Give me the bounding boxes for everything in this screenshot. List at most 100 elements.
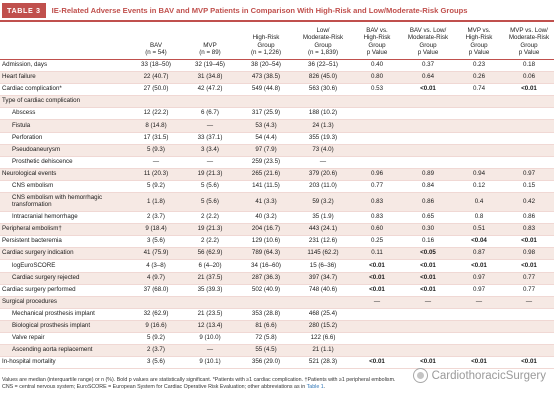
column-header-line: Group [419,41,437,49]
p-value-cell: 0.37 [402,59,454,73]
table-row: Neurological events 11 (20.3) 19 (21.3) 265… [0,168,554,181]
p-value-cell: 0.15 [504,180,554,194]
value-cell: 356 (29.0) [238,356,294,370]
p-value-cell: <0.01 [402,272,454,285]
p-value-cell: 0.84 [402,180,454,194]
value-cell: 748 (40.6) [294,284,352,297]
footnote-line-1: Values are median (interquartile range) … [2,377,396,383]
value-cell: 5 (5.6) [182,192,238,213]
adverse-events-table: BAV (n = 54) MVP (n = 89) High-Risk Group (n =… [0,23,554,370]
column-header-line: (n = 54) [145,49,167,57]
p-value-cell [352,332,402,346]
p-value-cell: 0.83 [352,192,402,213]
p-value-cell [454,156,504,169]
column-header: BAV (n = 54) [130,23,182,60]
p-value-cell: 0.18 [504,59,554,73]
p-value-cell: — [402,296,454,309]
value-cell: 41 (3.3) [238,192,294,213]
p-value-cell: 0.40 [352,59,402,73]
row-label: Cardiac surgery rejected [0,272,130,285]
value-cell: 4 (3–8) [130,259,182,273]
p-value-cell: 0.64 [402,71,454,85]
value-cell: 203 (11.0) [294,180,352,194]
value-cell [130,296,182,309]
row-label: Persistent bacteremia [0,235,130,249]
p-value-cell [504,107,554,121]
value-cell: 265 (21.6) [238,168,294,181]
table-1-link[interactable]: Table 1 [306,384,324,391]
column-header-line: MVP vs. [467,26,491,34]
value-cell [294,95,352,109]
p-value-cell: <0.04 [454,235,504,249]
table-row: Cardiac complication* 27 (50.0) 42 (47.2) 5… [0,83,554,97]
value-cell: 97 (7.9) [238,144,294,157]
value-cell: 259 (23.5) [238,156,294,169]
value-cell: 5 (5.6) [182,180,238,194]
column-header-line: Low/ [316,26,330,34]
row-label: CNS embolism [0,180,130,194]
value-cell: 81 (6.6) [238,320,294,333]
row-label: Neurological events [0,168,130,181]
row-label: Mechanical prosthesis implant [0,308,130,321]
value-cell: 317 (25.9) [238,107,294,121]
table-row: Mechanical prosthesis implant 32 (62.9) 21… [0,308,554,321]
value-cell: 35 (1.9) [294,211,352,225]
value-cell: 3 (5.6) [130,356,182,370]
table-title-bar: TABLE 3 IE-Related Adverse Events in BAV… [0,0,554,22]
p-value-cell: 0.53 [352,83,402,97]
footnote-line-2: CNS = central nervous system; EuroSCORE … [2,384,552,391]
table-row: Type of cardiac complication [0,95,554,109]
value-cell: 443 (24.1) [294,223,352,237]
p-value-cell [504,332,554,346]
p-value-cell: <0.01 [402,284,454,297]
p-value-cell [402,119,454,133]
p-value-cell: — [454,296,504,309]
column-header-line: Group [368,41,386,49]
value-cell: 280 (15.2) [294,320,352,333]
p-value-cell: 0.12 [454,180,504,194]
p-value-cell [504,320,554,333]
p-value-cell: <0.01 [352,272,402,285]
p-value-cell: <0.01 [454,259,504,273]
p-value-cell: 0.89 [402,168,454,181]
value-cell: 37 (68.0) [130,284,182,297]
value-cell [294,296,352,309]
value-cell: 33 (18–50) [130,59,182,73]
column-header: BAV vs. Low/Moderate-Risk Group p Value [402,23,454,60]
p-value-cell [504,132,554,145]
p-value-cell [454,332,504,346]
column-header-line: (n = 89) [199,49,221,57]
table-row: Perforation 17 (31.5) 33 (37.1) 54 (4.4) 355… [0,132,554,145]
table-row: Pseudoaneurysm 5 (9.3) 3 (3.4) 97 (7.9) 73 (… [0,144,554,157]
value-cell: 129 (10.6) [238,235,294,249]
value-cell: 9 (10.0) [182,332,238,346]
value-cell: — [182,119,238,133]
value-cell: 72 (5.8) [238,332,294,346]
column-header-line: Moderate-Risk [508,34,550,42]
value-cell: 31 (34.8) [182,71,238,85]
value-cell: 32 (19–45) [182,59,238,73]
table-row: Fistula 8 (14.8) —53 (4.3) 24 (1.3) [0,119,554,133]
value-cell: 21 (1.1) [294,344,352,358]
value-cell: 122 (6.6) [294,332,352,346]
column-header-line: Group [520,41,538,49]
value-cell: — [182,344,238,358]
value-cell: 9 (10.1) [182,356,238,370]
table-row: Heart failure 22 (40.7) 31 (34.8) 473 (38.5… [0,71,554,85]
value-cell: 397 (34.7) [294,272,352,285]
p-value-cell: 0.65 [402,211,454,225]
column-header-line: BAV vs. Low/ [409,26,447,34]
value-cell: 73 (4.0) [294,144,352,157]
value-cell: 27 (50.0) [130,83,182,97]
table-body: Admission, days 33 (18–50) 32 (19–45) 38 (2… [0,59,554,370]
value-cell: 521 (28.3) [294,356,352,370]
value-cell: 53 (4.3) [238,119,294,133]
column-header-line: High-Risk [252,34,280,42]
p-value-cell: <0.01 [454,356,504,370]
p-value-cell: — [504,296,554,309]
p-value-cell: <0.01 [504,235,554,249]
p-value-cell [504,144,554,157]
wechat-logo-icon [412,368,428,383]
table-title: IE-Related Adverse Events in BAV and MVP… [51,5,468,15]
p-value-cell: 0.60 [352,223,402,237]
